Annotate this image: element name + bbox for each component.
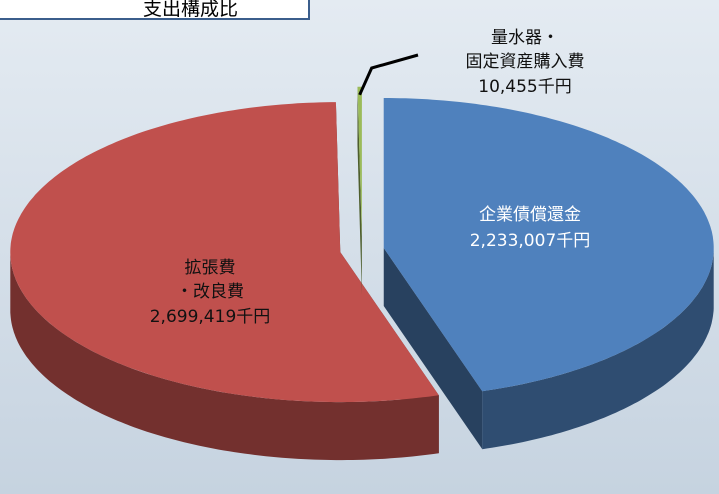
value-label: 2,699,419千円 (149, 307, 271, 327)
slice-side (357, 86, 362, 295)
slice-label: 量水器・ 固定資産購入費 (465, 28, 585, 72)
slice (357, 86, 362, 237)
slice (10, 102, 439, 403)
slice-side (383, 248, 483, 450)
value-label: 10,455千円 (478, 77, 572, 97)
slice-label: 拡張費 ・改良費 (176, 258, 244, 302)
chart-title: 支出構成比 (0, 0, 310, 20)
leader-line (358, 53, 419, 96)
value-label: 2,233,007千円 (469, 231, 591, 251)
slice (383, 98, 714, 392)
slice-wall (482, 248, 714, 450)
slice-wall (10, 252, 439, 461)
slice-label: 企業債償還金 (479, 205, 581, 225)
